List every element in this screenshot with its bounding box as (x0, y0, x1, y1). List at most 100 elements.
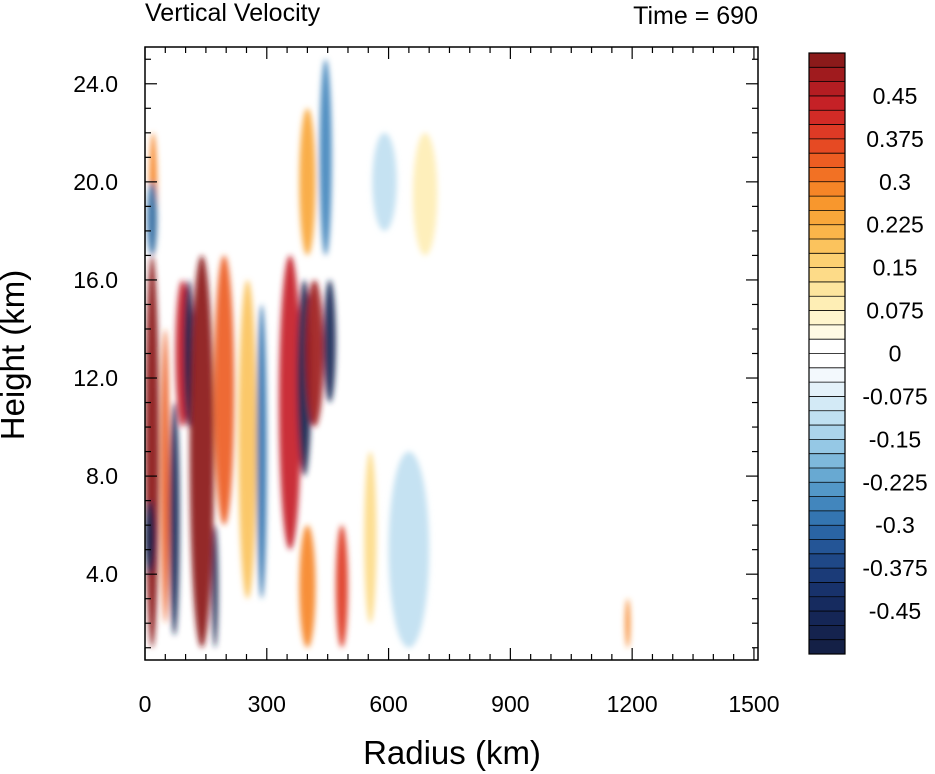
y-tick-label: 24.0 (73, 71, 118, 97)
colorbar-swatch (809, 539, 845, 555)
colorbar-tick-label: 0.375 (866, 126, 924, 152)
plot-background (145, 47, 758, 660)
colorbar-tick-label: 0.225 (866, 212, 924, 238)
downdraft-feature (147, 181, 158, 256)
updraft-feature (299, 108, 316, 256)
colorbar-tick-label: 0.075 (866, 298, 924, 324)
updraft-feature (625, 598, 631, 648)
y-tick-label: 16.0 (73, 267, 118, 293)
colorbar-swatch (809, 467, 845, 483)
colorbar-swatch (809, 239, 845, 254)
updraft-feature (305, 279, 324, 428)
updraft-feature (412, 132, 438, 256)
colorbar-swatch (809, 53, 845, 68)
colorbar-swatch (809, 353, 845, 369)
x-tick-label: 1500 (728, 691, 779, 717)
colorbar-swatch (809, 167, 845, 183)
updraft-feature (278, 255, 302, 550)
colorbar-swatch (809, 625, 845, 641)
y-tick-labels: 4.0 8.0 12.0 16.0 20.0 24.0 (73, 71, 118, 587)
chart-title: Vertical Velocity (145, 0, 321, 27)
colorbar-swatch (809, 124, 845, 140)
colorbar-swatch (809, 281, 845, 297)
colorbar-swatch (809, 568, 845, 583)
colorbar-swatch (809, 453, 845, 469)
colorbar-swatch (809, 396, 845, 412)
colorbar-swatch (809, 196, 845, 211)
colorbar-tick-label: -0.075 (862, 383, 927, 409)
updraft-feature (189, 255, 215, 648)
y-tick-label: 20.0 (73, 169, 118, 195)
colorbar-swatch (809, 425, 845, 440)
colorbar-swatch (809, 367, 845, 383)
velocity-field (145, 59, 631, 648)
colorbar-swatch (809, 153, 845, 168)
colorbar-swatch (809, 310, 845, 326)
colorbar-swatch (809, 525, 845, 540)
updraft-feature (299, 525, 316, 648)
colorbar-swatch (809, 553, 845, 569)
colorbar-swatch (809, 138, 845, 154)
colorbar-swatch (809, 210, 845, 226)
downdraft-feature (145, 500, 156, 575)
colorbar-tick-label: 0.45 (873, 83, 918, 109)
colorbar-swatch (809, 582, 845, 598)
x-tick-label: 300 (248, 691, 286, 717)
downdraft-feature (256, 304, 267, 599)
colorbar-tick-label: -0.375 (862, 555, 927, 581)
colorbar-swatch (809, 382, 845, 397)
colorbar-swatch (809, 324, 845, 340)
colorbar-swatch (809, 95, 845, 111)
colorbar-swatch (809, 482, 845, 497)
x-tick-label: 0 (139, 691, 152, 717)
colorbar-tick-label: 0.15 (873, 255, 918, 281)
colorbar-frame (808, 52, 846, 655)
colorbar-swatch (809, 639, 845, 655)
downdraft-feature (388, 451, 430, 648)
colorbar-swatch (809, 224, 845, 240)
colorbar-tick-label: -0.3 (875, 512, 915, 538)
colorbar-swatch (809, 67, 845, 83)
y-tick-label: 8.0 (86, 463, 118, 489)
colorbar-swatch (809, 339, 845, 354)
x-tick-label: 900 (491, 691, 529, 717)
colorbar-labels: 0.45 0.375 0.3 0.225 0.15 0.075 0 -0.075 -0.15 -0… (862, 83, 927, 624)
updraft-feature (335, 525, 348, 648)
x-tick-label: 1200 (607, 691, 658, 717)
x-tick-labels: 0 300 600 900 1200 1500 (139, 691, 780, 717)
updraft-feature (161, 328, 170, 624)
colorbar-tick-label: -0.45 (869, 598, 921, 624)
colorbar-swatch (809, 611, 845, 626)
x-tick-label: 600 (369, 691, 407, 717)
axis-ticks (144, 47, 758, 660)
y-tick-label: 12.0 (73, 365, 118, 391)
colorbar (808, 52, 846, 655)
colorbar-swatch (809, 181, 845, 197)
colorbar-swatch (809, 596, 845, 612)
colorbar-swatch (809, 81, 845, 97)
colorbar-tick-label: 0 (889, 341, 902, 367)
downdraft-feature (372, 132, 397, 231)
colorbar-swatch (809, 510, 845, 526)
x-axis-label: Radius (km) (363, 734, 541, 771)
colorbar-swatch (809, 110, 845, 125)
updraft-feature (238, 279, 257, 599)
y-axis-label: Height (km) (0, 270, 31, 441)
time-label: Time = 690 (633, 2, 758, 30)
colorbar-swatch (809, 296, 845, 311)
y-tick-label: 4.0 (86, 561, 118, 587)
updraft-feature (364, 451, 377, 624)
downdraft-feature (169, 402, 180, 636)
colorbar-tick-label: -0.225 (862, 469, 927, 495)
updraft-feature (214, 255, 235, 526)
downdraft-feature (211, 525, 219, 648)
downdraft-feature (323, 279, 336, 403)
downdraft-feature (319, 59, 332, 256)
colorbar-swatch (809, 439, 845, 455)
colorbar-tick-label: -0.15 (869, 426, 921, 452)
colorbar-swatch (809, 253, 845, 269)
colorbar-swatch (809, 410, 845, 426)
colorbar-swatch (809, 496, 845, 512)
colorbar-swatch (809, 267, 845, 283)
